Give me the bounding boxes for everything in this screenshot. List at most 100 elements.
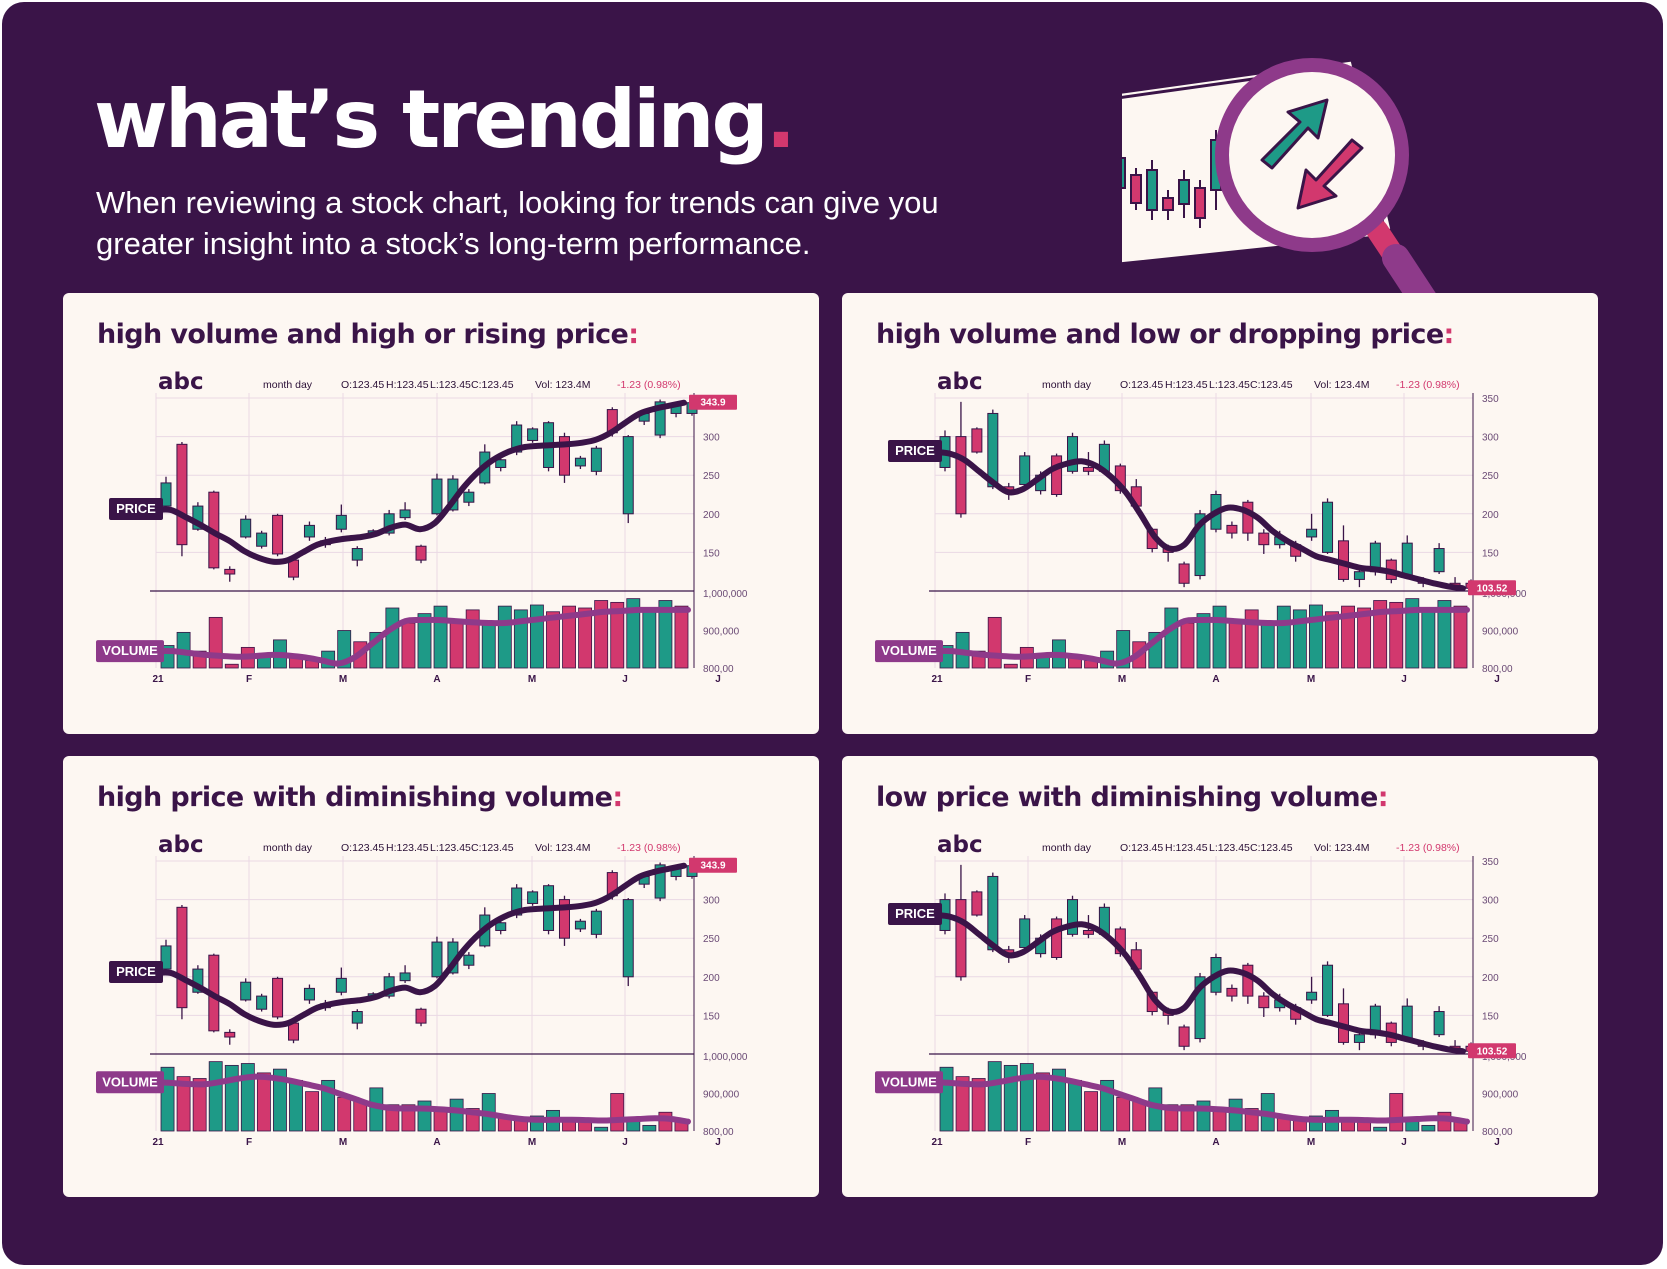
volume-tag-label: VOLUME — [881, 1074, 937, 1089]
candle-up — [622, 436, 634, 515]
candle-down — [224, 568, 236, 575]
candle-down — [415, 545, 427, 561]
volume-bar-up — [1405, 598, 1420, 669]
candle-up — [590, 447, 602, 472]
price-tick-label: 200 — [1482, 510, 1499, 521]
candle-down — [971, 891, 983, 916]
candle-down — [1226, 987, 1238, 997]
volume-bar-down — [337, 1096, 352, 1132]
price-trend-line — [153, 399, 687, 565]
volume-bar-up — [449, 1098, 464, 1132]
subtitle-line-2: greater insight into a stock’s long-term… — [96, 226, 811, 261]
ticker-symbol: abc — [158, 832, 204, 858]
ticker-symbol: abc — [158, 369, 204, 395]
trend-arrows-icon — [1260, 98, 1364, 210]
candle-up — [574, 457, 586, 467]
close-value: C:123.45 — [471, 379, 514, 391]
volume-bar-down — [208, 616, 223, 669]
volume-bar-down — [1164, 1104, 1179, 1132]
volume-bar-up — [433, 605, 448, 669]
x-tick-label: J — [622, 1137, 628, 1148]
x-tick-label: M — [1307, 674, 1315, 685]
price-tick-label: 150 — [1482, 1011, 1499, 1022]
volume-bar-down — [1325, 611, 1339, 669]
volume-bar-up — [240, 1063, 255, 1132]
candle-up — [431, 478, 443, 515]
price-tick-label: 150 — [703, 548, 720, 559]
volume-bar-up — [642, 1124, 657, 1132]
last-price-box — [689, 857, 737, 873]
volume-bar-down — [1228, 622, 1243, 669]
stock-chart: abc month day O:123.45 H:123.45 L:123.45 C:12… — [96, 832, 748, 1148]
date-label: month day — [263, 842, 313, 854]
open-value: O:123.45 — [341, 379, 384, 391]
candle-up — [1306, 528, 1318, 538]
volume-bar-up — [497, 605, 512, 669]
price-tick-label: 250 — [703, 934, 720, 945]
x-tick-label: 21 — [152, 1137, 164, 1148]
volume-tick-label: 800,00 — [703, 664, 734, 675]
volume-bar-down — [1003, 663, 1018, 669]
price-tick-label: 200 — [703, 510, 720, 521]
last-price-label: 343.9 — [700, 398, 725, 409]
candle-down — [1258, 532, 1270, 546]
x-tick-label: J — [1401, 1137, 1407, 1148]
price-tag — [888, 440, 942, 463]
card-title: high price with diminishing volume: — [97, 782, 623, 813]
volume-value: Vol: 123.4M — [535, 842, 590, 854]
candle-up — [1194, 513, 1206, 577]
x-tick-label: A — [1212, 1137, 1219, 1148]
volume-bar-up — [1373, 1126, 1388, 1132]
candle-up — [431, 941, 443, 978]
low-value: L:123.45 — [430, 842, 471, 854]
last-price-box — [1468, 1043, 1516, 1059]
volume-tag — [875, 640, 943, 663]
volume-bar-down — [1180, 622, 1195, 669]
page-title: what’s trending. — [94, 73, 796, 166]
candle-down — [558, 899, 570, 939]
magnifier-icon — [1122, 58, 1454, 339]
x-tick-label: J — [1494, 1137, 1500, 1148]
volume-bar-up — [1052, 1068, 1066, 1132]
card-low-price-diminishing-volume: low price with diminishing volume: abc mo… — [842, 756, 1598, 1197]
candle-up — [654, 401, 666, 436]
volume-trend-line — [932, 606, 1470, 667]
candle-up — [303, 987, 315, 1001]
price-trend-line — [153, 862, 687, 1028]
volume-bar-up — [224, 1064, 239, 1132]
stock-chart: abc month day O:123.45 H:123.45 L:123.45 C:12… — [875, 369, 1527, 685]
x-tick-label: M — [528, 1137, 536, 1148]
volume-bar-down — [1389, 601, 1404, 669]
volume-bar-down — [562, 605, 576, 669]
candle-up — [1353, 1034, 1365, 1043]
stock-chart: abc month day O:123.45 H:123.45 L:123.45 C:12… — [96, 369, 748, 685]
volume-tag-label: VOLUME — [102, 1074, 158, 1089]
candle-up — [1019, 455, 1031, 485]
volume-bar-up — [626, 598, 641, 669]
title-dot: . — [765, 73, 796, 166]
x-tick-label: M — [1118, 674, 1126, 685]
candle-up — [1067, 899, 1079, 935]
open-value: O:123.45 — [341, 842, 384, 854]
volume-bar-down — [176, 1076, 191, 1132]
change-value: -1.23 (0.98%) — [617, 379, 681, 391]
price-tag — [888, 903, 942, 926]
candle-up — [303, 524, 315, 538]
candle-down — [955, 899, 967, 978]
price-tag-label: PRICE — [895, 443, 935, 458]
candle-up — [987, 875, 999, 951]
candle-down — [1082, 466, 1094, 472]
low-value: L:123.45 — [430, 379, 471, 391]
volume-trend-line — [932, 1073, 1470, 1125]
price-tag — [109, 960, 163, 983]
candle-up — [1433, 548, 1445, 573]
candle-up — [256, 532, 268, 547]
open-value: O:123.45 — [1120, 842, 1163, 854]
volume-tick-label: 900,000 — [703, 1090, 740, 1101]
x-tick-label: J — [622, 674, 628, 685]
x-tick-label: F — [1025, 674, 1031, 685]
volume-bar-up — [1212, 605, 1227, 669]
candle-down — [288, 559, 300, 578]
volume-bar-up — [987, 1061, 1002, 1132]
candle-up — [1019, 918, 1031, 948]
